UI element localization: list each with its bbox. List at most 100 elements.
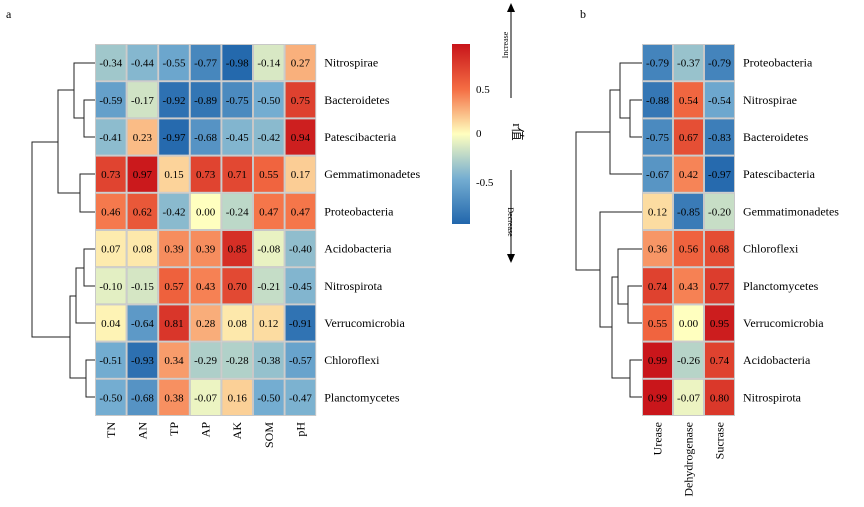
heatmap-cell [673,230,704,268]
dendrogram-branch [85,359,95,398]
heatmap-cell [95,192,127,231]
cell-value-label: -0.38 [257,355,280,367]
heatmap-cell [253,267,285,305]
heatmap-cell [253,341,285,379]
color-legend: 0.5 0 -0.5 r值 [452,44,525,224]
panel-b-label: b [580,7,586,21]
heatmap-cell [158,267,190,305]
dendrogram-branch [617,248,642,305]
cell-value-label: -0.40 [289,244,312,256]
cell-value-label: 0.55 [259,169,279,181]
cell-value-label: 0.67 [679,132,699,144]
dendrogram-branch [83,99,95,138]
heatmap-cell [221,230,253,268]
cell-value-label: 0.85 [228,244,248,256]
row-label: Patescibacteria [324,130,397,144]
cell-value-label: 0.56 [679,244,699,256]
cell-value-label: -0.97 [708,169,731,181]
cell-value-label: 0.36 [648,244,668,256]
heatmap-cell [284,155,317,193]
legend-tick-label: -0.5 [476,177,494,189]
dendrogram-branch [629,99,642,138]
row-label: Nitrospirae [324,56,378,70]
heatmap-cell [253,118,285,156]
column-label: AP [199,422,213,438]
dendrogram-branch [611,276,630,379]
increase-label: Increase [501,31,510,58]
row-label: Acidobacteria [743,353,811,367]
legend-tick-label: 0 [476,128,482,140]
heatmap-cell [284,118,317,156]
cell-value-label: -0.51 [99,355,122,367]
heatmap-cell [704,192,735,231]
legend-color-bar [452,44,470,224]
cell-value-label: 0.16 [228,392,248,404]
cell-value-label: 0.00 [679,318,699,330]
cell-value-label: -0.64 [131,318,154,330]
cell-value-label: -0.85 [677,206,700,218]
cell-value-label: 0.08 [133,244,153,256]
heatmap-cell [126,304,159,342]
cell-value-label: 0.39 [196,244,216,256]
cell-value-label: -0.28 [226,355,249,367]
cell-value-label: -0.45 [226,132,249,144]
cell-value-label: -0.57 [289,355,312,367]
row-label: Chloroflexi [743,242,799,256]
heatmap-cell [704,230,735,268]
row-label: Verrucomicrobia [324,316,405,330]
row-label: Proteobacteria [743,56,813,70]
heatmap-cell [673,118,704,156]
cell-value-label: -0.83 [708,132,731,144]
heatmap-cell [221,118,253,156]
cell-value-label: 0.12 [648,206,667,218]
panel-b-cells: -0.79 -0.37 -0.79 -0.88 0.54 -0.54 -0.75 0.67 -0… [642,44,735,416]
dendrogram-branch [575,131,610,271]
heatmap-cell [673,155,704,193]
cell-value-label: 0.42 [679,169,698,181]
heatmap-cell [221,44,253,82]
arrow-up-icon [507,3,515,12]
heatmap-cell [95,304,127,342]
cell-value-label: 0.43 [196,281,216,293]
cell-value-label: 0.55 [648,318,668,330]
heatmap-cell [158,304,190,342]
heatmap-cell [189,341,222,379]
row-label: Patescibacteria [743,167,816,181]
row-label: Nitrospirae [743,93,797,107]
cell-value-label: -0.50 [99,392,122,404]
cell-value-label: 0.73 [196,169,216,181]
cell-value-label: -0.44 [131,58,154,70]
cell-value-label: -0.77 [194,58,217,70]
column-label: pH [293,422,307,437]
heatmap-cell [158,192,190,231]
cell-value-label: 0.75 [291,95,311,107]
decrease-label: Decrease [506,207,515,237]
heatmap-cell [673,267,704,305]
panel-a: a -0.34 -0.44 -0.55 -0.77 -0.98 -0.14 0.27 -0.5… [6,3,525,448]
heatmap-cell [642,118,673,156]
row-label: Bacteroidetes [324,93,390,107]
dendrogram-branch [619,62,642,119]
cell-value-label: -0.68 [194,132,217,144]
column-label: SOM [262,422,276,448]
cell-value-label: -0.15 [131,281,154,293]
cell-value-label: -0.37 [677,58,700,70]
cell-value-label: 0.74 [648,281,668,293]
cell-value-label: -0.89 [194,95,217,107]
cell-value-label: 0.07 [101,244,121,256]
cell-value-label: 0.38 [164,392,184,404]
dendrogram-branch [79,173,95,213]
heatmap-cell [189,81,222,119]
dendrogram-branch [599,211,642,328]
heatmap-cell [126,81,159,119]
cell-value-label: 0.62 [133,206,152,218]
column-label: TN [104,422,118,438]
increase-arrow: Increase [501,3,515,98]
column-label: Urease [651,422,665,455]
row-label: Verrucomicrobia [743,316,824,330]
heatmap-cell [253,304,285,342]
heatmap-cell [158,378,190,416]
heatmap-cell [704,155,735,193]
heatmap-cell [126,44,159,82]
cell-value-label: 0.23 [133,132,153,144]
